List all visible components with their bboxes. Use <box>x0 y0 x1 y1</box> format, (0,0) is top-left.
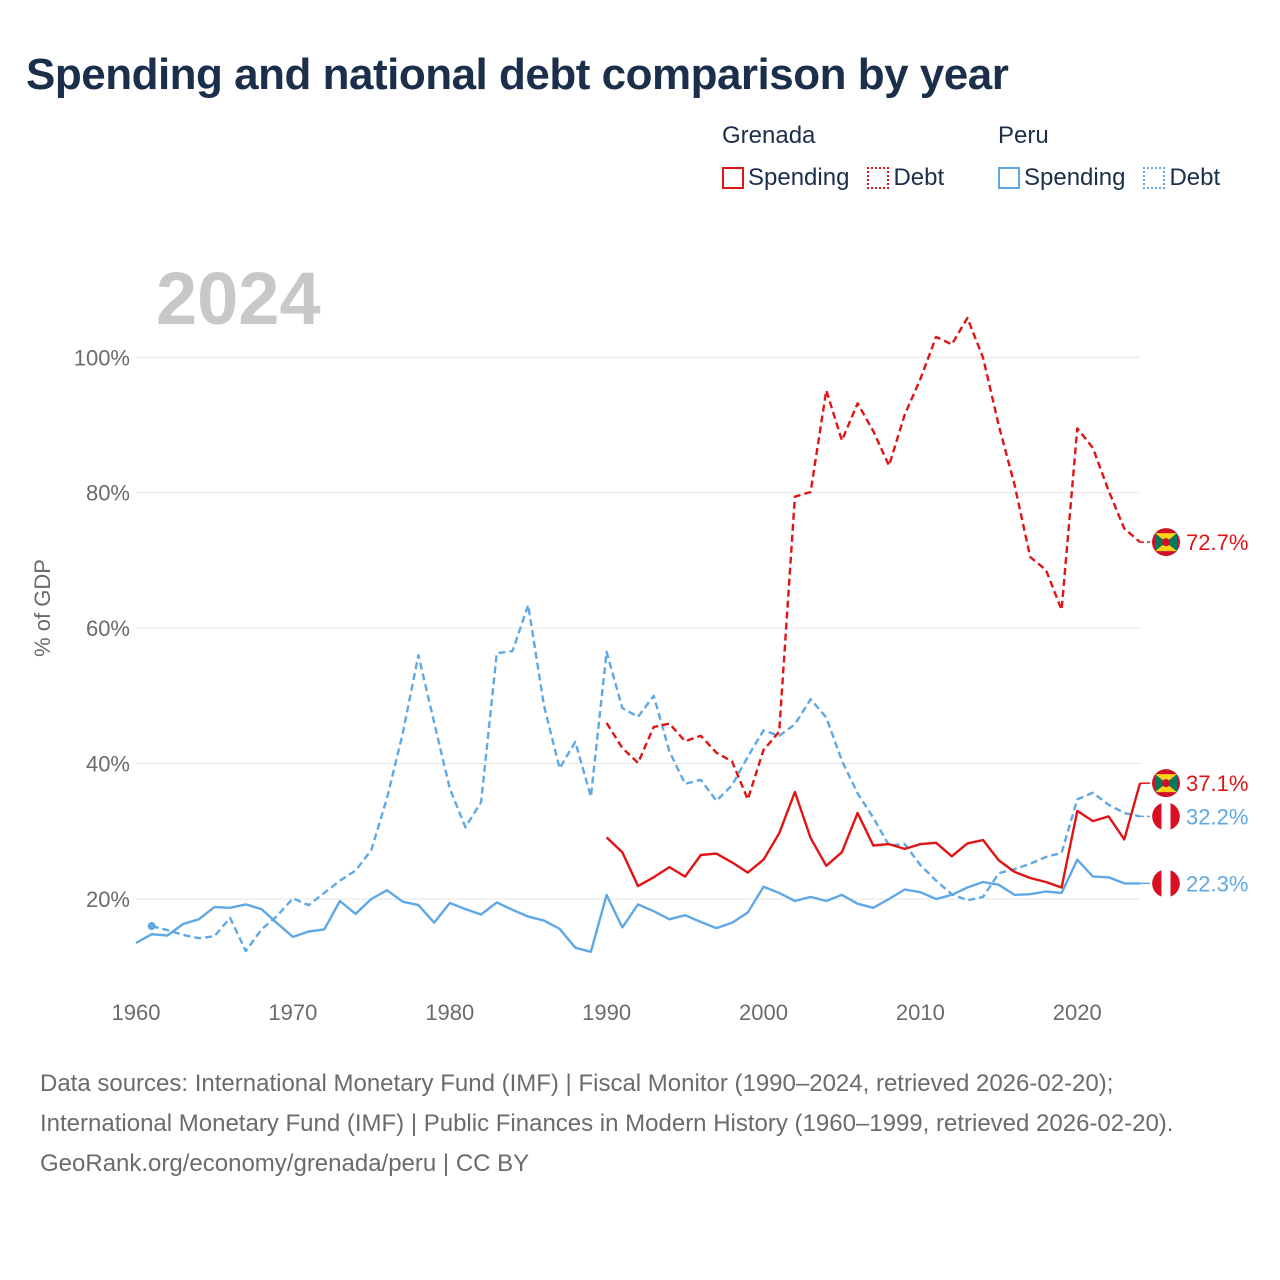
legend-peru: Peru Spending Debt <box>998 122 1220 192</box>
flag-part <box>1170 803 1180 830</box>
y-tick-label: 60% <box>86 616 130 641</box>
x-tick-label: 2000 <box>739 1000 788 1025</box>
end-label-peru: 32.2% <box>1152 802 1248 831</box>
flag-part <box>1170 870 1180 897</box>
legend-grenada-spending[interactable]: Spending <box>722 164 849 192</box>
legend-swatch-solid-icon <box>998 167 1020 189</box>
gridlines <box>136 356 1140 900</box>
legend-label: Debt <box>893 164 945 191</box>
x-tick-label: 1980 <box>425 1000 474 1025</box>
legend-grenada-debt[interactable]: Debt <box>867 164 944 192</box>
legend-grenada-title: Grenada <box>722 122 816 149</box>
series-grenada-debt[interactable] <box>605 316 1141 801</box>
chart-title: Spending and national debt comparison by… <box>26 50 1009 99</box>
x-tick-label: 1960 <box>112 1000 161 1025</box>
legend-label: Spending <box>748 164 850 191</box>
flag-part <box>1155 774 1177 784</box>
series-grenada-spending[interactable] <box>605 782 1142 889</box>
flag-part <box>1152 870 1162 897</box>
end-value-label: 37.1% <box>1186 771 1248 796</box>
series-start-marker <box>147 922 156 931</box>
year-watermark: 2024 <box>156 257 321 340</box>
legend-label: Debt <box>1169 164 1221 191</box>
series-peru-spending[interactable] <box>135 858 1140 953</box>
flag-part <box>1166 774 1177 793</box>
x-tick-labels: 1960 1970 1980 1990 2000 2010 2020 <box>112 1000 1102 1025</box>
y-tick-labels: 20% 40% 60% 80% 100% <box>74 345 130 912</box>
x-tick-label: 2010 <box>896 1000 945 1025</box>
end-value-label: 22.3% <box>1186 871 1248 896</box>
legend-swatch-dotted-icon <box>1143 167 1166 189</box>
legend-grenada: Grenada Spending Debt <box>722 122 944 192</box>
x-tick-label: 1970 <box>268 1000 317 1025</box>
x-tick-label: 2020 <box>1053 1000 1102 1025</box>
y-tick-label: 40% <box>86 752 130 777</box>
flag-part <box>1155 533 1166 552</box>
flag-part <box>1155 783 1177 793</box>
legend-peru-spending[interactable]: Spending <box>998 164 1125 192</box>
x-tick-label: 1990 <box>582 1000 631 1025</box>
y-tick-label: 100% <box>74 345 130 370</box>
flag-part <box>1162 779 1170 788</box>
legend-label: Spending <box>1024 164 1126 191</box>
sources-url[interactable]: GeoRank.org/economy/grenada/peru | CC BY <box>40 1150 530 1177</box>
flag-part <box>1155 533 1177 543</box>
end-value-label: 72.7% <box>1186 530 1248 555</box>
series-peru-debt[interactable] <box>151 603 1141 953</box>
data-sources: Data sources: International Monetary Fun… <box>40 1064 1240 1184</box>
flag-part <box>1155 542 1177 552</box>
y-tick-label: 80% <box>86 481 130 506</box>
sources-text: Data sources: International Monetary Fun… <box>40 1070 1174 1137</box>
flag-part <box>1162 538 1170 547</box>
legend-swatch-dotted-icon <box>867 167 890 189</box>
end-label-grenada: 37.1% <box>1152 769 1248 798</box>
flag-part <box>1152 803 1162 830</box>
y-tick-label: 20% <box>86 887 130 912</box>
end-labels: 72.7% 37.1% 32.2% 22.3% <box>1152 528 1248 898</box>
legend-peru-debt[interactable]: Debt <box>1143 164 1220 192</box>
end-label-peru: 22.3% <box>1152 869 1248 898</box>
flag-part <box>1166 533 1177 552</box>
series-lines <box>135 316 1150 953</box>
end-value-label: 32.2% <box>1186 804 1248 829</box>
legend-swatch-solid-icon <box>722 167 744 189</box>
end-label-grenada: 72.7% <box>1152 528 1248 557</box>
flag-part <box>1155 774 1166 793</box>
legend-peru-title: Peru <box>998 122 1049 149</box>
y-axis-label: % of GDP <box>30 559 55 657</box>
